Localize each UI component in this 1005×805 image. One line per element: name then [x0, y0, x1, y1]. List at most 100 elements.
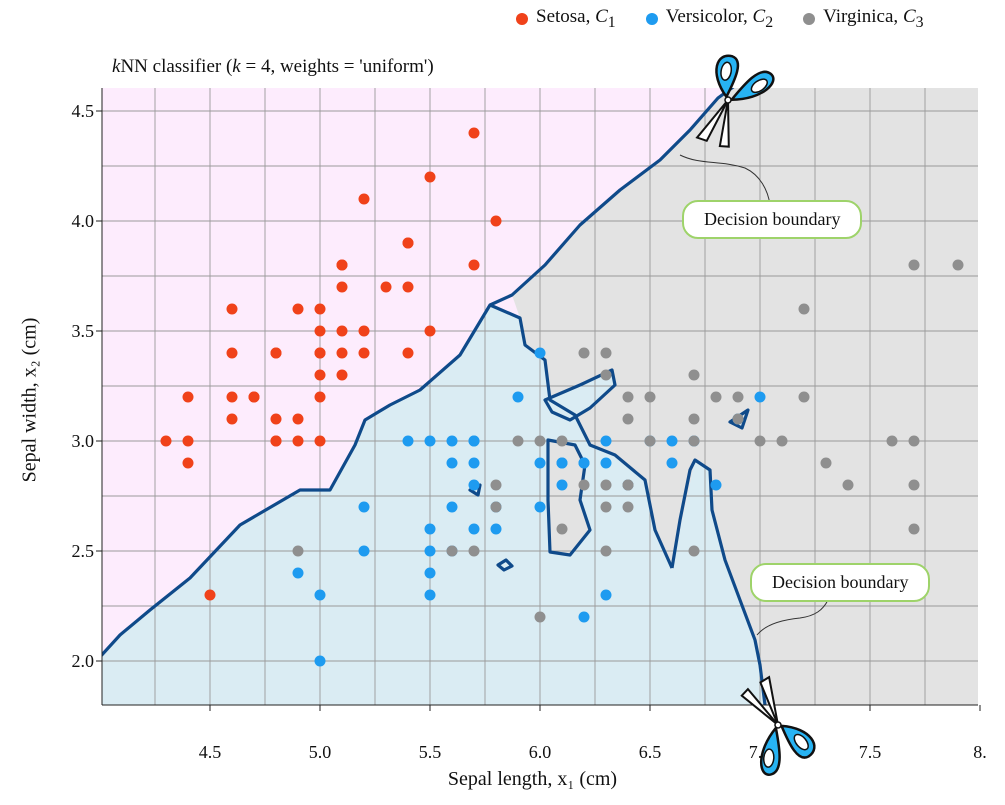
point-virginica — [578, 347, 590, 359]
point-virginica — [908, 479, 920, 491]
x-tick-label: 5.5 — [419, 742, 442, 762]
point-setosa — [358, 325, 370, 337]
point-setosa — [248, 391, 260, 403]
point-virginica — [600, 545, 612, 557]
point-setosa — [402, 281, 414, 293]
x-tick-label: 7.5 — [859, 742, 882, 762]
point-setosa — [336, 369, 348, 381]
point-virginica — [732, 413, 744, 425]
point-setosa — [292, 413, 304, 425]
legend: Setosa, C1 Versicolor, C2 Virginica, C3 — [516, 6, 924, 32]
legend-marker-setosa — [516, 12, 528, 25]
point-virginica — [490, 479, 502, 491]
point-versicolor — [402, 435, 414, 447]
point-setosa — [424, 325, 436, 337]
scissors-pivot — [774, 721, 782, 729]
legend-item-setosa: Setosa, C1 — [516, 6, 616, 32]
legend-item-versicolor: Versicolor, C2 — [645, 6, 773, 32]
point-versicolor — [468, 457, 480, 469]
point-setosa — [314, 325, 326, 337]
point-setosa — [402, 237, 414, 249]
point-setosa — [314, 347, 326, 359]
point-versicolor — [490, 523, 502, 535]
x-axis-label: Sepal length, x₁ (cm) — [447, 768, 618, 790]
point-versicolor — [314, 655, 326, 667]
point-versicolor — [446, 457, 458, 469]
point-setosa — [226, 391, 238, 403]
point-virginica — [622, 391, 634, 403]
point-virginica — [534, 435, 546, 447]
scissors-blade — [740, 687, 779, 726]
point-setosa — [490, 215, 502, 227]
point-virginica — [952, 259, 964, 271]
scissors-blade — [695, 99, 729, 143]
x-tick-label: 5.0 — [309, 742, 332, 762]
point-versicolor — [666, 435, 678, 447]
point-versicolor — [578, 457, 590, 469]
point-versicolor — [424, 589, 436, 601]
scissors-icon-bottom — [740, 675, 816, 776]
point-virginica — [754, 435, 766, 447]
point-versicolor — [600, 457, 612, 469]
legend-item-virginica: Virginica, C3 — [803, 6, 924, 32]
point-setosa — [336, 347, 348, 359]
point-versicolor — [578, 611, 590, 623]
point-versicolor — [424, 435, 436, 447]
point-versicolor — [468, 523, 480, 535]
point-versicolor — [446, 501, 458, 513]
point-virginica — [512, 435, 524, 447]
point-virginica — [908, 435, 920, 447]
legend-marker-versicolor — [645, 12, 658, 25]
point-setosa — [358, 193, 370, 205]
scissors-blade — [759, 675, 779, 726]
point-versicolor — [446, 435, 458, 447]
legend-label-virginica: Virginica, C3 — [823, 6, 924, 31]
point-setosa — [226, 413, 238, 425]
point-virginica — [908, 259, 920, 271]
point-setosa — [358, 347, 370, 359]
point-setosa — [292, 303, 304, 315]
y-tick-label: 3.0 — [72, 431, 95, 451]
point-setosa — [468, 259, 480, 271]
point-virginica — [644, 435, 656, 447]
boundary-island — [543, 368, 617, 422]
chart-title: kNN classifier (k = 4, weights = 'unifor… — [112, 56, 434, 77]
point-virginica — [292, 545, 304, 557]
point-versicolor — [754, 391, 766, 403]
point-versicolor — [358, 545, 370, 557]
point-setosa — [314, 369, 326, 381]
point-virginica — [468, 545, 480, 557]
point-virginica — [908, 523, 920, 535]
point-versicolor — [600, 435, 612, 447]
x-tick-label: 4.5 — [199, 742, 222, 762]
point-virginica — [534, 611, 546, 623]
point-setosa — [336, 259, 348, 271]
point-virginica — [556, 523, 568, 535]
legend-label-setosa: Setosa, C1 — [536, 6, 616, 31]
point-versicolor — [314, 589, 326, 601]
point-setosa — [182, 391, 194, 403]
point-virginica — [644, 391, 656, 403]
point-virginica — [688, 413, 700, 425]
boundary-versicolor-virginica — [489, 303, 674, 569]
boundary-setosa — [102, 88, 735, 658]
scissors-grip — [720, 61, 733, 81]
point-virginica — [622, 501, 634, 513]
series-setosa — [160, 127, 502, 601]
scissors-grip — [793, 733, 809, 751]
callout-leader-top — [679, 154, 771, 206]
point-setosa — [314, 391, 326, 403]
point-setosa — [336, 325, 348, 337]
point-virginica — [820, 457, 832, 469]
boundary-pocket — [546, 438, 592, 557]
point-virginica — [622, 413, 634, 425]
point-virginica — [842, 479, 854, 491]
point-setosa — [468, 127, 480, 139]
point-setosa — [270, 347, 282, 359]
y-tick-label: 4.5 — [72, 101, 95, 121]
point-virginica — [446, 545, 458, 557]
x-tick-label: 6.0 — [529, 742, 552, 762]
point-versicolor — [424, 567, 436, 579]
point-versicolor — [534, 501, 546, 513]
